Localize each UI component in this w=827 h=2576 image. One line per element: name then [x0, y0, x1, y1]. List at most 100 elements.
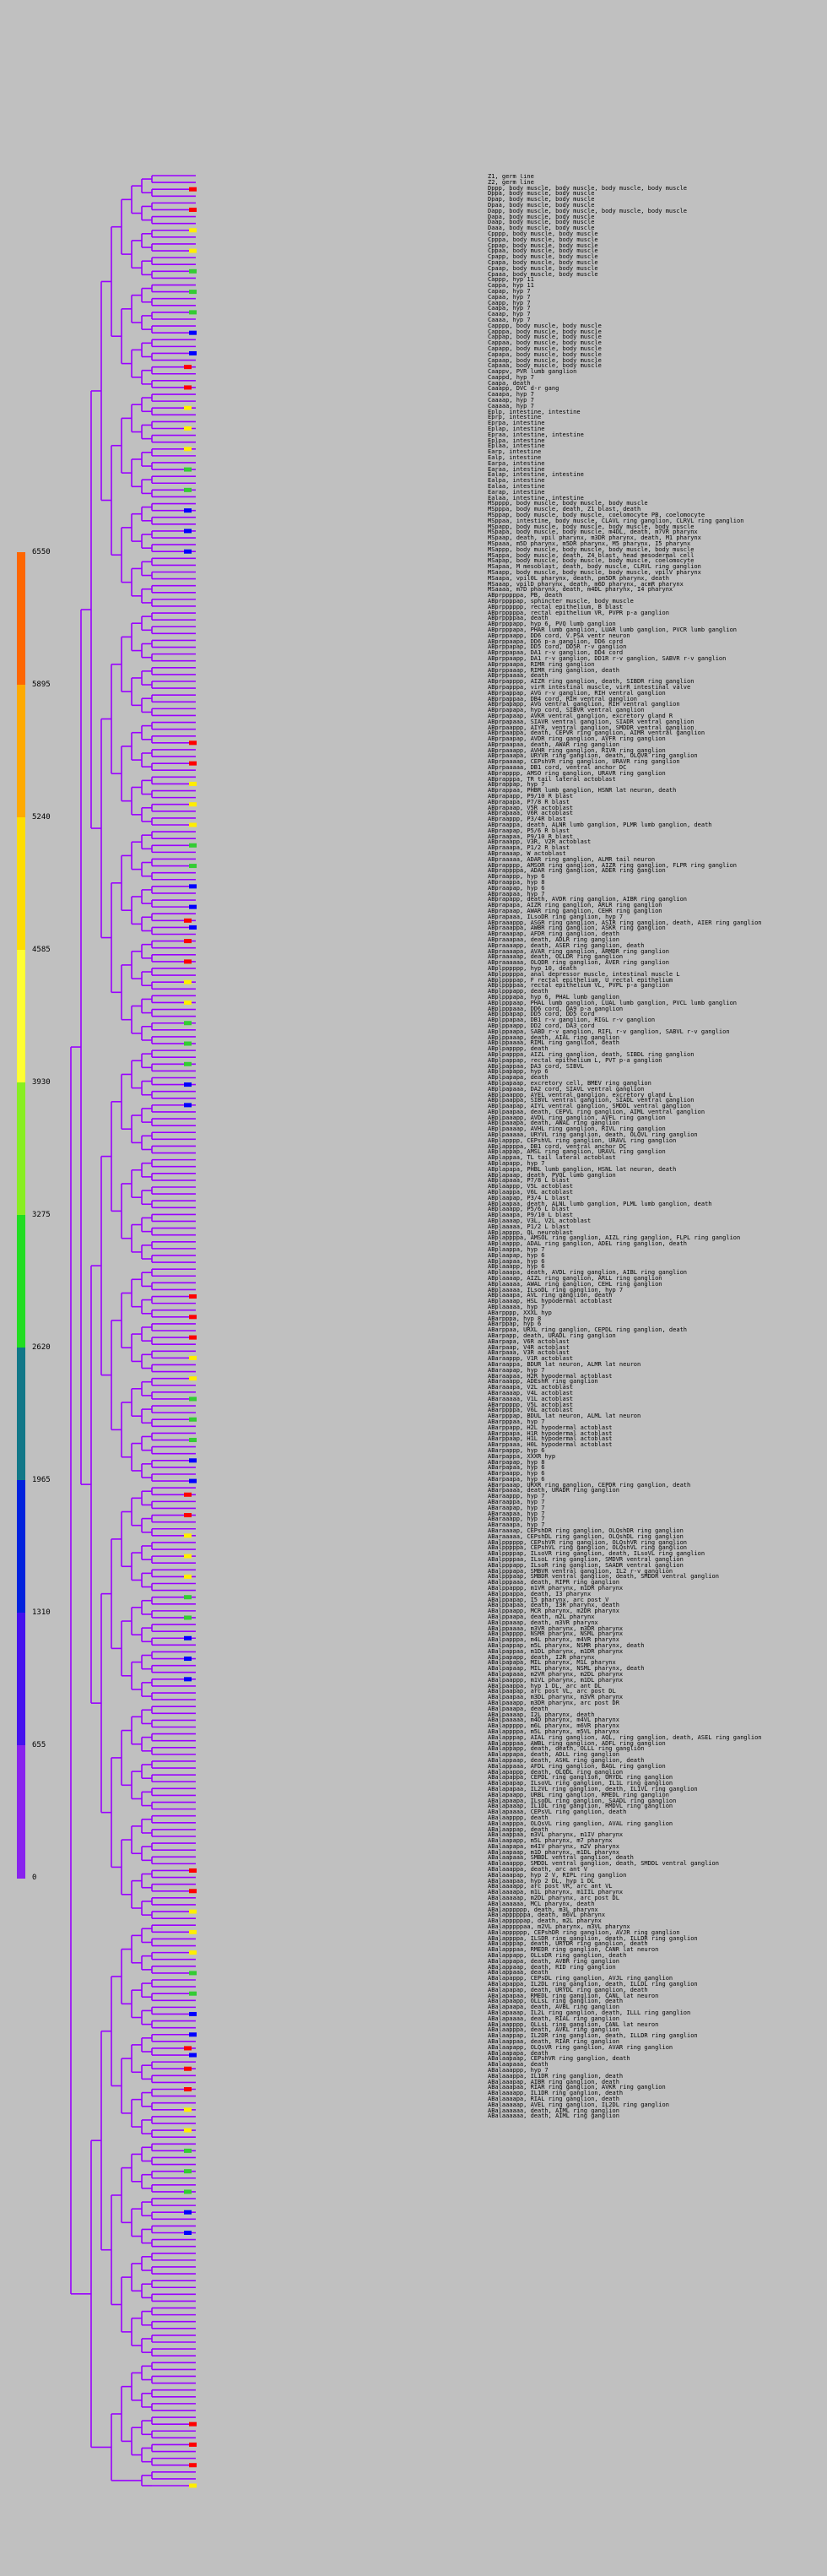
leaf-label: ABplaaapa, P9/10 L blast	[488, 1212, 574, 1219]
leaf-label: ABplappap, AMSL ring ganglion, URAVL rin…	[488, 1148, 666, 1156]
leaf-label: ABaraappp, V1R actoblast	[488, 1355, 574, 1363]
leaf-label: ABalpapapp, death, I2R pharynx	[488, 1653, 595, 1661]
expression-cell	[184, 1103, 192, 1108]
expression-cell	[189, 904, 197, 909]
leaf-label: Z2, germ line	[488, 178, 534, 186]
leaf-label: Caappd, hyp 7	[488, 373, 534, 381]
leaf-label: ABprpaaaap, CEPshVR ring ganglion, URAVR…	[488, 758, 680, 766]
leaf-label: ABalpapaap, MIL pharynx, NSML pharynx, d…	[488, 1665, 645, 1673]
expression-cell	[189, 1971, 197, 1976]
expression-cell	[189, 2053, 197, 2058]
expression-cell	[189, 248, 197, 253]
leaf-label: Cappaa, body muscle, body muscle	[488, 339, 602, 347]
expression-cell	[189, 207, 197, 212]
leaf-label: ABalppapap, I5 pharynx, arc post V	[488, 1596, 609, 1603]
legend-color-segment	[17, 685, 25, 818]
leaf-label: ABprpapppp, AIZR ring ganglion, death, S…	[488, 678, 695, 686]
leaf-label: ABarppaa, URXL ring ganglion, CEPDL ring…	[488, 1326, 688, 1334]
leaf-label: ABplaaaap, V3L, V2L actoblast	[488, 1217, 592, 1225]
leaf-label: ABarppapa, H1R hypodermal actoblast	[488, 1429, 613, 1437]
leaf-label: ABpraaaaaa, OLQDR ring ganglion, AVER ri…	[488, 959, 669, 967]
leaf-label: Dapa, body muscle, body muscle	[488, 213, 595, 220]
leaf-label: Daaa, body muscle, body muscle	[488, 225, 595, 232]
leaf-label: ABprapaaa, ILsoDR ring ganglion, hyp 7	[488, 913, 624, 920]
expression-cell	[184, 1554, 192, 1559]
leaf-label: Cppap, body muscle, body muscle	[488, 241, 598, 249]
leaf-label: ABalapapaa, RMEDL ring ganglion, CANL la…	[488, 1992, 659, 1999]
leaf-label: ABalaaappp, hyp 7	[488, 2066, 549, 2074]
legend-tick-label: 6550	[32, 548, 51, 556]
leaf-label: ABprpapaap, AVKR ventral ganglion, excre…	[488, 712, 673, 719]
leaf-label: ABplpapaaa, DA2 cord, SIAVL ventral gang…	[488, 1085, 645, 1093]
leaf-label: ABarpppp, XXXL hyp	[488, 1309, 552, 1316]
leaf-label: ABprpapapa, hyp cord, SIBVR ventral gang…	[488, 707, 645, 714]
leaf-label: Earpa, intestine	[488, 459, 545, 467]
leaf-label: ABalapppppp, death, m3L pharynx	[488, 1906, 598, 1913]
leaf-label: ABalapppppap, death, m2L pharynx	[488, 1917, 602, 1925]
leaf-label: ABpraapap, hyp 6	[488, 884, 545, 892]
leaf-label: ABprapaap, AWAR ring ganglion, CEHR ring…	[488, 908, 662, 914]
leaf-label: ABalaaaapp, IL1DR ring ganglion, death	[488, 2090, 624, 2097]
leaf-label: ABalpaaapa, death	[488, 1705, 549, 1712]
leaf-label: Eprp, intestine	[488, 414, 542, 421]
leaf-label: ABprppaapa, RIMR ring ganglion	[488, 660, 595, 668]
expression-cell	[184, 1677, 192, 1682]
leaf-label: Cpapa, body muscle, body muscle	[488, 258, 598, 266]
leaf-label: ABplaaaaa, ILsoDL ring ganglion, hyp 7	[488, 1286, 624, 1293]
leaf-label: ABalaaaaaa, MCL pharynx, death	[488, 1900, 595, 1907]
leaf-label: ABpraaaaap, death, OLLDR ring ganglion	[488, 953, 624, 961]
leaf-label: ABarpaapp, hyp 6	[488, 1470, 545, 1478]
legend-tick-label: 655	[32, 1741, 46, 1749]
leaf-label: ABalppaapa, death, m2L pharynx	[488, 1613, 595, 1621]
leaf-label: Caapa, death	[488, 379, 531, 387]
leaf-label: ABalaappap, death	[488, 1825, 549, 1833]
leaf-label: ABpraapaa, P9/10 R blast	[488, 832, 574, 840]
legend-color-segment	[17, 950, 25, 1083]
leaf-label: ABplppapap, DD5 cord, DD5 cord	[488, 1011, 595, 1018]
leaf-label: ABplppaapp, DD2 cord, DA3 cord	[488, 1022, 595, 1029]
leaf-label: ABaraaaaa, V1L actoblast	[488, 1395, 574, 1402]
leaf-label: ABplapppp, QL neuroblast	[488, 1228, 574, 1236]
leaf-label: ABalappapp, death, death, OLLL ring gang…	[488, 1745, 645, 1753]
leaf-label: ABplpapapp, hyp 6	[488, 1068, 549, 1076]
expression-cell	[189, 740, 197, 746]
expression-cell	[184, 1021, 192, 1026]
leaf-label: ABalpppppp, CEPshVR ring ganglion, OLQsh…	[488, 1538, 688, 1546]
leaf-label: ABprpapapp, AVG ventral ganglion, RIH ve…	[488, 701, 680, 708]
leaf-label: ABplpapppp, death	[488, 1045, 549, 1053]
expression-cell	[189, 1315, 197, 1320]
leaf-label: ABalppappa, death, I3 pharynx	[488, 1590, 592, 1597]
leaf-label: Caaaa, hyp 7	[488, 316, 531, 323]
leaf-label: ABalaaaaaa, death, AIML ring ganglion	[488, 2112, 619, 2120]
leaf-label: ABalaaaaap, m2DL pharynx, arc post DL	[488, 1895, 619, 1902]
expression-cell	[184, 2148, 192, 2153]
leaf-label: ABalpappaa, m1DL pharynx, m1DR pharynx	[488, 1647, 624, 1655]
leaf-label: ABaraapap, hyp 7	[488, 1504, 545, 1511]
leaf-label: ABarpaap, V4R actoblast	[488, 1343, 570, 1351]
expression-cell	[189, 310, 197, 315]
leaf-label: ABprapaap, V5R actoblast	[488, 804, 574, 811]
leaf-label: ABalapaapp, URBL ring ganglion, RMEDL ri…	[488, 1791, 669, 1798]
leaf-label: Caaapp, DVC d-r gang	[488, 385, 559, 393]
leaf-label: MSaapa, vpil0L pharynx, death, pm5DR pha…	[488, 574, 669, 582]
leaf-label: ABprpppppp, rectal epithelium, B blast	[488, 603, 624, 610]
leaf-label: MSpppp, body muscle, body muscle, body m…	[488, 500, 648, 507]
expression-cell	[189, 1355, 197, 1360]
leaf-label: ABprppaapp, DA1 r-v ganglion, DD1R r-v g…	[488, 654, 727, 662]
leaf-label: ABalappppa, ILSDR ring ganglion, death, …	[488, 1934, 698, 1942]
expression-cell	[184, 2189, 192, 2194]
leaf-label: ABarpppaa, hyp 7	[488, 1418, 545, 1425]
leaf-label: ABplaaaaa, AWAL ring ganglion, CEHL ring…	[488, 1280, 662, 1288]
expression-cell	[189, 290, 197, 295]
leaf-label: ABalappaaa, death	[488, 1969, 549, 1977]
leaf-label: ABalpaappp, m1VL pharynx, m1DL pharynx	[488, 1676, 624, 1684]
leaf-label: ABaraapaa, hyp 7	[488, 1510, 545, 1517]
legend-tick-label: 5895	[32, 681, 51, 689]
leaf-label: Eplpa, intestine	[488, 437, 545, 444]
leaf-label: ABprpaaapp, AVHR ring ganglion, RIVR rin…	[488, 746, 666, 754]
expression-cell	[189, 781, 197, 786]
leaf-label: ABaraapaa, H2R hypodermal actoblast	[488, 1372, 613, 1380]
leaf-label: ABalpaapaa, m3DL pharynx, m3VR pharynx	[488, 1694, 624, 1701]
expression-cell	[184, 979, 192, 984]
expression-cell	[189, 1294, 197, 1299]
